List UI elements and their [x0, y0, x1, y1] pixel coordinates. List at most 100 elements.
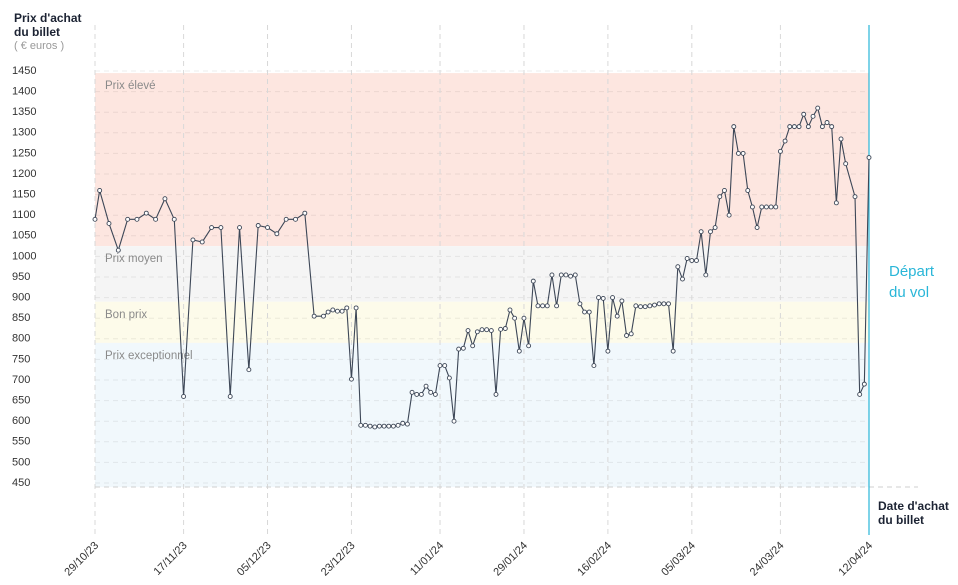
price-point	[227, 394, 233, 399]
y-tick-label: 1050	[12, 230, 36, 242]
price-point	[805, 124, 811, 130]
band-label: Prix exceptionnel	[105, 350, 193, 362]
price-point	[754, 225, 760, 231]
price-point	[97, 188, 103, 193]
y-tick-label: 950	[12, 271, 30, 283]
price-point	[418, 391, 424, 397]
price-point	[708, 229, 713, 235]
price-point	[344, 305, 350, 311]
price-band	[95, 301, 869, 343]
price-point	[414, 391, 420, 397]
band-label: Prix élevé	[105, 80, 156, 92]
price-point	[321, 313, 326, 319]
price-point	[666, 301, 671, 307]
price-point	[437, 363, 443, 369]
price-point	[390, 423, 396, 429]
price-point	[432, 391, 438, 397]
price-point	[670, 348, 676, 354]
y-tick-label: 1250	[12, 147, 36, 159]
departure-label: Départ du vol	[889, 263, 935, 301]
price-point	[745, 188, 751, 193]
price-point	[563, 272, 569, 278]
price-point	[661, 301, 667, 307]
price-point	[810, 113, 816, 119]
x-tick-label: 23/12/23	[319, 540, 358, 579]
x-tick-label: 16/02/24	[575, 540, 614, 579]
price-point	[265, 225, 270, 231]
price-point	[600, 295, 606, 301]
price-point	[246, 367, 252, 373]
x-tick-label: 29/01/24	[491, 540, 530, 579]
price-point	[488, 328, 494, 334]
y-tick-label: 1100	[12, 209, 36, 221]
price-point	[642, 304, 648, 310]
price-point	[638, 304, 643, 310]
price-point	[549, 272, 555, 278]
price-point	[171, 216, 177, 222]
price-point	[348, 376, 354, 382]
price-point	[829, 124, 835, 130]
price-point	[92, 216, 98, 222]
y-tick-label: 1200	[12, 168, 36, 180]
price-point	[293, 216, 298, 222]
price-point	[535, 303, 541, 309]
y-tick-label: 1450	[12, 65, 36, 77]
price-point	[722, 188, 727, 193]
price-point	[740, 150, 746, 156]
price-point	[386, 423, 392, 429]
price-point	[311, 313, 317, 319]
price-point	[325, 309, 331, 315]
price-point	[591, 363, 597, 369]
price-point	[819, 124, 825, 130]
y-tick-label: 550	[12, 436, 30, 448]
band-label: Bon prix	[105, 309, 147, 321]
price-point	[474, 329, 480, 335]
price-point	[125, 216, 131, 222]
price-point	[367, 423, 373, 429]
price-point	[689, 258, 695, 263]
price-point	[134, 216, 140, 222]
price-point	[540, 303, 546, 309]
x-tick-label: 29/10/23	[62, 540, 101, 579]
price-point	[362, 422, 368, 428]
y-tick-label: 650	[12, 395, 30, 407]
price-point	[190, 237, 196, 243]
price-point	[852, 194, 858, 200]
price-point	[353, 305, 359, 311]
price-point	[749, 204, 755, 210]
price-point	[460, 345, 466, 351]
price-band	[95, 73, 869, 247]
price-point	[619, 298, 625, 304]
price-point	[395, 422, 401, 428]
price-point	[400, 420, 406, 426]
y-tick-label: 700	[12, 374, 30, 386]
price-point	[596, 295, 602, 301]
price-point	[106, 220, 112, 226]
price-band	[95, 246, 869, 302]
price-point	[610, 295, 616, 301]
y-tick-label: 600	[12, 415, 30, 427]
price-point	[507, 307, 513, 313]
price-point	[787, 124, 793, 130]
y-tick-label: 850	[12, 312, 30, 324]
price-point	[428, 389, 434, 395]
price-point	[302, 210, 308, 216]
price-point	[526, 343, 532, 349]
price-point	[861, 381, 867, 387]
price-point	[218, 225, 224, 231]
price-point	[456, 346, 462, 352]
price-point	[796, 124, 802, 130]
price-point	[572, 272, 578, 278]
price-point	[283, 216, 289, 222]
price-point	[484, 327, 490, 333]
price-point	[442, 363, 448, 369]
price-point	[652, 302, 657, 308]
price-point	[153, 216, 159, 222]
price-point	[162, 196, 168, 202]
price-point	[404, 421, 410, 427]
price-point	[684, 256, 690, 261]
price-point	[731, 124, 737, 130]
price-point	[815, 105, 821, 111]
price-point	[675, 264, 681, 270]
